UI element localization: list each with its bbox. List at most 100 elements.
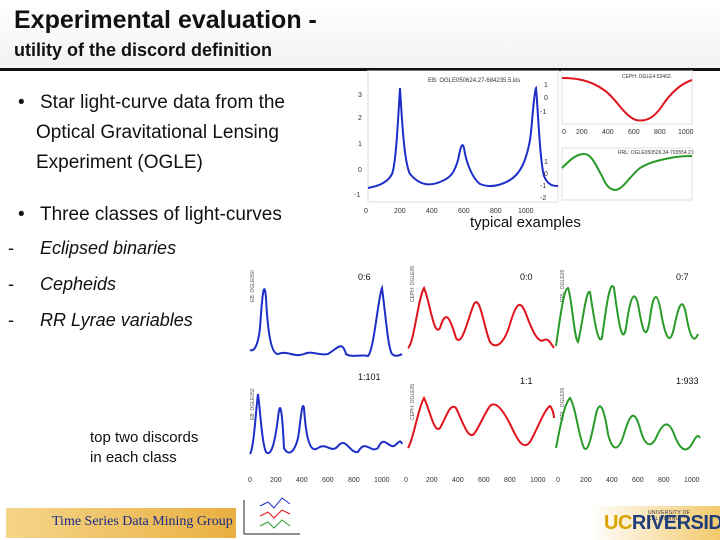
bullet-text: Three classes of light-curves [40,204,282,225]
y-tick: 1 [358,141,362,148]
x-tick: 200 [270,477,282,484]
x-tick: 0 [404,477,408,484]
university-logo: UCRIVERSIDE [604,512,720,535]
blue-plot: EB: OGLE050624.27-684235.5.kis 3 2 1 0 -… [354,70,559,215]
x-tick: 600 [632,477,644,484]
x-tick: 400 [602,129,614,136]
bullet-text: Star light-curve data from the [40,92,285,113]
x-tick: 800 [348,477,360,484]
y-tick: 0 [544,171,548,178]
slide-subtitle: utility of the discord definition [14,40,272,60]
dash-symbol: - [8,310,14,330]
x-tick: 200 [576,129,588,136]
plot-side-label: RRL: OGLE05 [560,270,566,302]
grid-plot-red-1: CEPH: OGLE05 0:0 [407,266,555,349]
slide-title: Experimental evaluation - [14,6,317,34]
plot-side-label: CEPH: OGLE05 [410,266,416,302]
grid-plot-blue-2: EB: OGLE052 1:101 [249,372,403,455]
discord-ratio: 0:7 [676,272,689,282]
y-tick: -2 [540,195,546,202]
x-tick: 800 [654,129,666,136]
dash-symbol: - [8,238,14,258]
red-plot-header: CEPH: OGLE4.53462. [622,74,672,80]
x-tick: 0 [556,477,560,484]
blue-plot-frame [367,70,559,203]
discord-grid: EB: OGLE050 0:6 CEPH: OGLE05 0:0 RRL: OG… [248,266,701,484]
x-tick: 200 [580,477,592,484]
group-logo-icon [243,497,300,535]
discord-note-line: in each class [90,449,177,466]
x-tick: 600 [458,208,470,215]
dash-symbol: - [8,274,14,294]
class-label: Eclipsed binaries [40,238,177,258]
y-tick: 1 [544,159,548,166]
y-tick: 0 [358,167,362,174]
red-plot-frame [561,70,693,125]
plot-side-label: CEPH: OGLE05 [410,384,416,420]
x-tick: 1000 [678,129,694,136]
x-tick: 800 [504,477,516,484]
blue-light-curve [249,393,403,455]
group-name: Time Series Data Mining Group [52,514,233,529]
x-tick: 600 [628,129,640,136]
green-plot-header: RRL: OGLE050526.34-703554.2.I [618,150,694,156]
typical-examples-label: typical examples [470,214,581,231]
bullet-dot: • [18,92,25,113]
green-light-curve [555,285,699,347]
title-bar [0,0,720,70]
x-tick: 800 [490,208,502,215]
red-light-curve [561,77,693,122]
red-plot: CEPH: OGLE4.53462. 1 0 -1 0 200 400 600 … [540,70,694,136]
green-light-curve [561,152,693,192]
plot-side-label: EB: OGLE050 [250,270,256,302]
discord-note: top two discords in each class [90,428,198,468]
x-tick: 400 [426,208,438,215]
y-tick: -1 [354,192,360,199]
y-tick: 3 [358,92,362,99]
x-tick: 400 [452,477,464,484]
red-light-curve [407,285,555,349]
x-tick: 1000 [374,477,390,484]
x-tick: 1000 [684,477,700,484]
green-plot: RRL: OGLE050526.34-703554.2.I 1 0 -1 -2 [540,147,694,202]
class-label: Cepheids [40,274,117,294]
discord-note-line: top two discords [90,429,199,446]
x-tick: 600 [478,477,490,484]
plot-side-label: EB: OGLE052 [250,388,256,420]
y-tick: -1 [540,109,546,116]
discord-ratio: 1:933 [676,376,699,386]
green-plot-frame [561,147,693,201]
x-tick: 0 [364,208,368,215]
blue-plot-header: EB: OGLE050624.27-684235.5.kis [428,78,520,84]
grid-x-axis: 0 200 400 600 800 1000 0 200 400 600 800… [248,477,700,484]
grid-plot-green-2: RRL: OGLE05 1:933 [555,376,701,451]
y-tick: -1 [540,183,546,190]
university-name: RIVERSIDE [631,512,720,534]
discord-ratio: 0:6 [358,272,371,282]
bullet-dot: • [18,204,25,225]
x-tick: 200 [426,477,438,484]
university-logo-band [590,506,720,540]
x-tick: 600 [322,477,334,484]
title-divider [0,68,720,71]
top-plots: EB: OGLE050624.27-684235.5.kis 3 2 1 0 -… [354,70,694,215]
discord-ratio: 1:1 [520,376,533,386]
x-tick: 0 [562,129,566,136]
green-light-curve [555,396,701,451]
discord-ratio: 1:101 [358,372,381,382]
x-tick: 200 [394,208,406,215]
discord-ratio: 0:0 [520,272,533,282]
university-uc: UC [604,512,632,534]
university-small-text: UNIVERSITY OF CALIFORNIA [648,510,691,522]
x-tick: 1000 [518,208,534,215]
class-label: RR Lyrae variables [40,310,193,330]
y-tick: 0 [544,95,548,102]
grid-plot-red-2: CEPH: OGLE05 1:1 [407,376,555,449]
x-tick: 0 [248,477,252,484]
x-tick: 400 [296,477,308,484]
y-tick: 2 [358,115,362,122]
red-light-curve [407,395,555,449]
bullet-text: Experiment (OGLE) [36,152,203,173]
x-tick: 400 [606,477,618,484]
grid-plot-blue-1: EB: OGLE050 0:6 [249,270,403,358]
